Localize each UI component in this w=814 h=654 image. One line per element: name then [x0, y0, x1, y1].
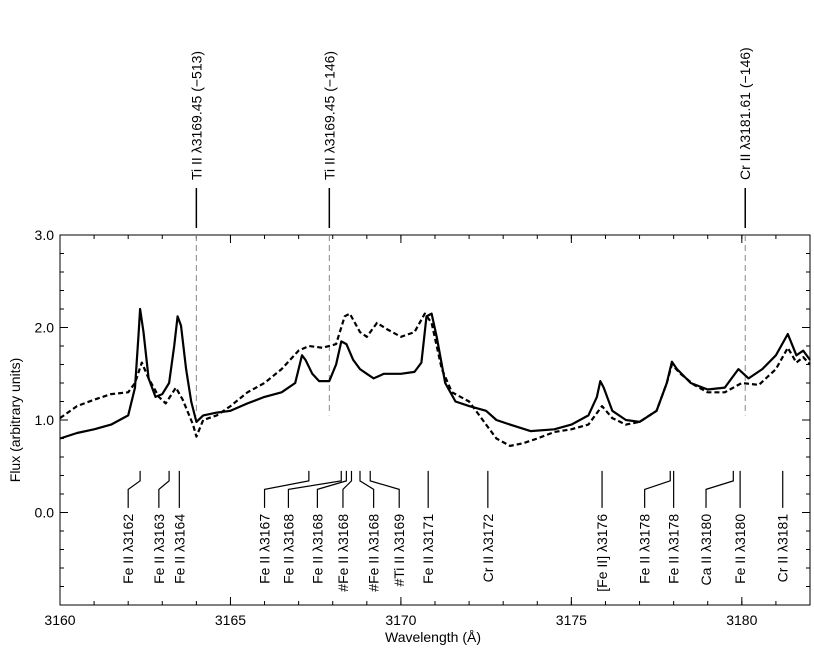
line-id-label: Cr II λ3172: [480, 514, 496, 583]
solid-spectrum-line: [59, 307, 811, 440]
x-tick-label: 3160: [44, 612, 75, 628]
line-id-connector: [705, 470, 734, 508]
series-layer: [59, 307, 811, 447]
line-id-connector: [359, 470, 375, 508]
line-id-label: Fe II λ3178: [666, 514, 682, 584]
line-identifications: Fe II λ3162 Fe II λ3163 Fe II λ3164 Fe II λ…: [120, 470, 791, 592]
top-markers: Ti II λ3169.45 (−513) Ti II λ3169.45 (−14…: [188, 47, 753, 416]
line-id-label: Fe II λ3163: [151, 514, 167, 584]
line-id-label: Fe II λ3164: [171, 514, 187, 584]
x-axis-ticks: 3160 3165 3170 3175 3180: [44, 235, 811, 628]
y-axis-label: Flux (arbitrary units): [7, 358, 23, 482]
line-id-label: Fe II λ3168: [309, 514, 325, 584]
line-id-label: Fe II λ3167: [257, 514, 273, 584]
y-axis-ticks: 0.0 1.0 2.0 3.0: [35, 227, 810, 606]
line-id-label: Ca II λ3180: [698, 514, 714, 586]
marker-label: Cr II λ3181.61 (−146): [737, 47, 753, 180]
dashed-spectrum-line: [59, 312, 811, 447]
line-id-label: Fe II λ3180: [732, 514, 748, 584]
line-id-connector: [369, 470, 400, 508]
y-tick-label: 2.0: [35, 320, 55, 336]
line-id-label: Fe II λ3162: [120, 514, 136, 584]
x-tick-label: 3165: [215, 612, 246, 628]
x-tick-label: 3175: [556, 612, 587, 628]
line-id-connector: [316, 470, 347, 508]
line-id-connector: [287, 470, 342, 508]
plot-area: 0.0 1.0 2.0 3.0 3160 3165 3170 3175 3180 Ti II …: [35, 47, 811, 628]
x-tick-label: 3180: [726, 612, 757, 628]
y-tick-label: 0.0: [35, 505, 55, 521]
x-axis-label: Wavelength (Å): [385, 629, 481, 645]
y-tick-label: 3.0: [35, 227, 55, 243]
line-id-label: Fe II λ3168: [280, 514, 296, 584]
line-id-connector: [644, 470, 671, 508]
line-id-connector: [158, 470, 170, 508]
x-tick-label: 3170: [385, 612, 416, 628]
line-id-label: Fe II λ3171: [420, 514, 436, 584]
marker-label: Ti II λ3169.45 (−513): [188, 51, 204, 180]
line-id-connector: [342, 470, 353, 508]
line-id-label: #Fe II λ3168: [366, 514, 382, 592]
line-id-label: Cr II λ3181: [775, 514, 791, 583]
line-id-label: [Fe II] λ3176: [594, 514, 610, 592]
y-tick-label: 1.0: [35, 412, 55, 428]
line-id-connector: [263, 470, 310, 508]
line-id-label: #Fe II λ3168: [335, 514, 351, 592]
marker-label: Ti II λ3169.45 (−146): [321, 51, 337, 180]
line-id-label: Fe II λ3178: [637, 514, 653, 584]
line-id-connector: [127, 470, 141, 508]
line-id-label: #Ti II λ3169: [391, 514, 407, 587]
